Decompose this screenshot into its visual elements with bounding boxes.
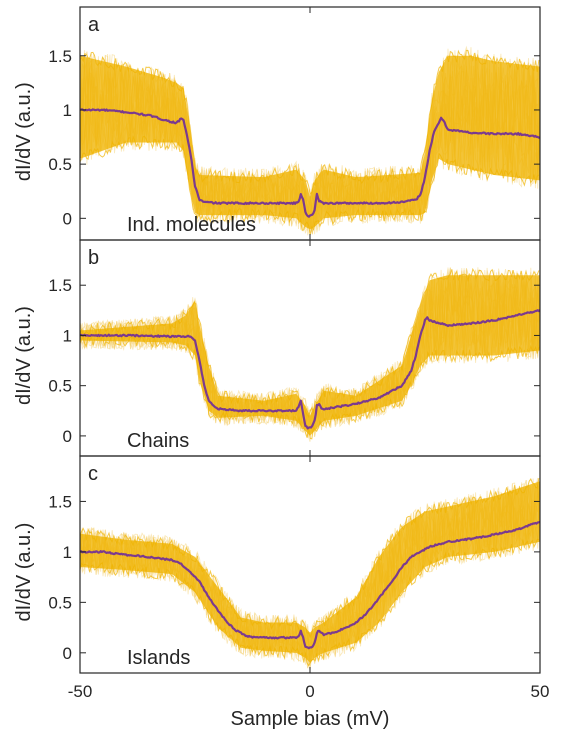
panel-letter: b — [88, 247, 99, 269]
y-axis-title: dI/dV (a.u.) — [13, 523, 35, 622]
panel-a: 0 0.5 1 1.5 dI/dV (a.u.) a Ind. molecules — [13, 6, 541, 241]
plot-area — [80, 267, 540, 442]
y-tick-label: 1.5 — [48, 47, 72, 66]
band-edge-lower — [80, 538, 539, 667]
plot-area — [80, 45, 540, 236]
band-edge-upper — [80, 477, 540, 639]
mean-spectrum-line — [80, 108, 540, 218]
y-tick-label: 1 — [63, 543, 72, 562]
panel-caption: Ind. molecules — [127, 214, 256, 236]
y-tick-label: 0.5 — [48, 377, 72, 396]
y-tick-label: 0 — [63, 209, 72, 228]
band-edge-upper — [80, 49, 540, 195]
spectra-band — [80, 275, 540, 436]
mean-spectrum-line — [80, 520, 540, 650]
panel-caption: Chains — [127, 430, 189, 452]
panel-letter: c — [88, 463, 98, 485]
y-tick-label: 1 — [63, 101, 72, 120]
panel-caption: Islands — [127, 647, 190, 669]
plot-area — [80, 477, 540, 671]
x-tick-label: 0 — [305, 682, 314, 701]
panel-c: 0 0.5 1 1.5 -50 0 50 dI/dV (a.u.) c Islands — [13, 455, 550, 701]
y-tick-label: 1.5 — [48, 492, 72, 511]
band-edge-upper — [80, 267, 540, 418]
band-edge-lower — [80, 134, 540, 235]
y-tick-label: 1.5 — [48, 276, 72, 295]
y-tick-label: 0.5 — [48, 155, 72, 174]
band-edge-lower — [80, 333, 540, 440]
y-axis-title: dI/dV (a.u.) — [13, 82, 35, 181]
x-tick-label: 50 — [531, 682, 550, 701]
y-tick-label: 0.5 — [48, 593, 72, 612]
y-tick-label: 0 — [63, 427, 72, 446]
panel-letter: a — [88, 14, 100, 36]
panel-b: 0 0.5 1 1.5 dI/dV (a.u.) b Chains — [13, 239, 541, 457]
spectra-band — [80, 481, 540, 663]
x-axis-title: Sample bias (mV) — [231, 708, 390, 730]
y-tick-label: 0 — [63, 644, 72, 663]
x-tick-label: -50 — [68, 682, 93, 701]
mean-spectrum-line — [80, 309, 540, 430]
y-tick-label: 1 — [63, 326, 72, 345]
y-axis-title: dI/dV (a.u.) — [13, 306, 35, 405]
panels: 0 0.5 1 1.5 dI/dV (a.u.) a Ind. molecules 0 0.5 1… — [13, 6, 550, 701]
